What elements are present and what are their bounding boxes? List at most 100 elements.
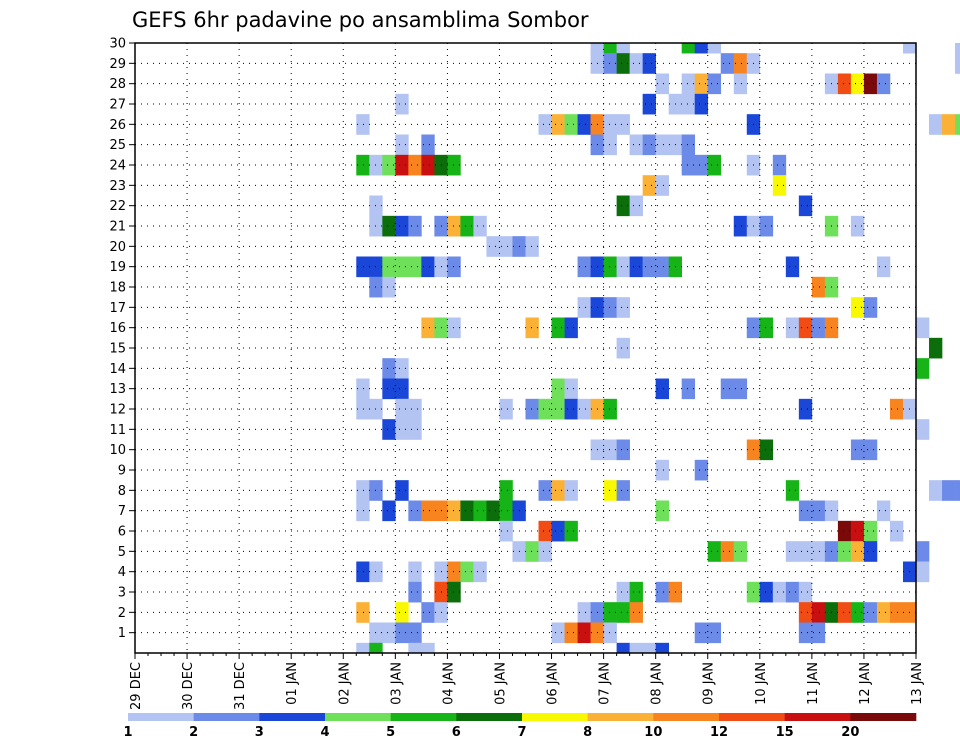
colorbar-segment [850, 713, 917, 721]
heatmap-cell [863, 439, 878, 461]
y-tick-label: 10 [109, 443, 126, 458]
y-tick-label: 1 [118, 626, 126, 641]
x-tick-label: 10 JAN [754, 662, 769, 705]
heatmap-cell [577, 398, 591, 420]
heatmap-cell [811, 602, 826, 623]
heatmap-cell [955, 480, 960, 501]
heatmap-cell [499, 480, 513, 501]
heatmap-cell [551, 480, 565, 501]
heatmap-cell [538, 541, 552, 562]
heatmap-cell [707, 541, 722, 562]
heatmap-cell [382, 358, 396, 379]
heatmap-cell [863, 541, 878, 562]
heatmap-cell [811, 500, 826, 522]
heatmap-cell [551, 378, 565, 400]
heatmap-cell [655, 73, 669, 95]
colorbar-segment [325, 713, 391, 721]
heatmap-cell [421, 642, 435, 654]
heatmap-cell [772, 175, 787, 196]
heatmap-cell [916, 358, 930, 379]
heatmap-cell [616, 337, 630, 359]
heatmap-cell [759, 581, 774, 603]
y-tick-label: 11 [109, 423, 126, 438]
heatmap-cell [473, 500, 487, 522]
heatmap-cell [395, 256, 409, 278]
heatmap-cell [525, 398, 539, 420]
colorbar-label: 10 [644, 725, 662, 740]
heatmap-cell [629, 53, 643, 74]
x-tick-label: 29 DEC [129, 662, 144, 710]
heatmap-cell [447, 581, 461, 603]
heatmap-cell [733, 53, 748, 74]
heatmap-cell [694, 459, 709, 481]
heatmap-cell [785, 256, 800, 278]
heatmap-cell [356, 642, 370, 654]
heatmap-cell [811, 276, 826, 298]
heatmap-cell [421, 317, 435, 339]
heatmap-cell [655, 581, 669, 603]
colorbar: 1 2 3 4 5 6 7 8 10 12 15 20 [123, 713, 917, 740]
heatmap-cell [694, 43, 709, 54]
heatmap-cell [955, 114, 960, 135]
x-tick-label: 13 JAN [910, 662, 925, 705]
y-tick-label: 24 [109, 159, 126, 174]
y-tick-label: 27 [109, 98, 126, 113]
heatmap-cell [408, 398, 422, 420]
heatmap-cell [538, 480, 552, 501]
grid-lines [135, 43, 916, 653]
heatmap-cell [382, 378, 396, 400]
heatmap-cell [655, 459, 669, 481]
heatmap-cell [577, 602, 591, 623]
heatmap-cell [408, 581, 422, 603]
heatmap-cell [798, 622, 813, 644]
heatmap-cell [811, 317, 826, 339]
heatmap-cell [525, 317, 539, 339]
colorbar-label: 20 [841, 725, 859, 740]
x-tick-label: 09 JAN [702, 662, 717, 705]
heatmap-cell [603, 439, 617, 461]
heatmap-cell [408, 622, 422, 644]
heatmap-cell [655, 256, 669, 278]
heatmap-cell [929, 114, 943, 135]
heatmap-cell [720, 378, 735, 400]
heatmap-cell [577, 622, 591, 644]
heatmap-cell [395, 154, 409, 176]
y-tick-label: 8 [118, 484, 126, 499]
heatmap-cell [616, 480, 630, 501]
heatmap-cell [564, 398, 578, 420]
heatmap-cell [863, 297, 878, 318]
heatmap-cell [616, 43, 630, 54]
colorbar-label: 5 [386, 725, 395, 740]
heatmap-cell [655, 378, 669, 400]
heatmap-cell [473, 561, 487, 583]
heatmap-cell [395, 419, 409, 440]
heatmap-cell [876, 602, 891, 623]
x-tick-label: 01 JAN [285, 662, 300, 705]
heatmap-cell [785, 581, 800, 603]
colorbar-label: 6 [452, 725, 461, 740]
y-tick-label: 12 [109, 403, 126, 418]
heatmap-cell [642, 53, 656, 74]
heatmap-cell [850, 602, 865, 623]
heatmap-cell [447, 317, 461, 339]
heatmap-cell [603, 398, 617, 420]
heatmap-cell [447, 561, 461, 583]
heatmap-cell [421, 256, 435, 278]
heatmap-cell [603, 53, 617, 74]
heatmap-cell [759, 439, 774, 461]
heatmap-cell [603, 114, 617, 135]
heatmap-cell [460, 561, 474, 583]
colorbar-label: 1 [123, 725, 132, 740]
heatmap-cell [929, 337, 943, 359]
heatmap-cell [395, 398, 409, 420]
colorbar-segment [784, 713, 851, 721]
y-tick-label: 30 [109, 37, 126, 52]
y-tick-label: 6 [118, 525, 126, 540]
heatmap-cell [590, 43, 604, 54]
heatmap-cell [577, 256, 591, 278]
heatmap-cell [577, 114, 591, 135]
heatmap-cell [759, 215, 774, 237]
heatmap-cell [564, 114, 578, 135]
y-tick-label: 16 [109, 321, 126, 336]
heatmap-cell [694, 622, 709, 644]
